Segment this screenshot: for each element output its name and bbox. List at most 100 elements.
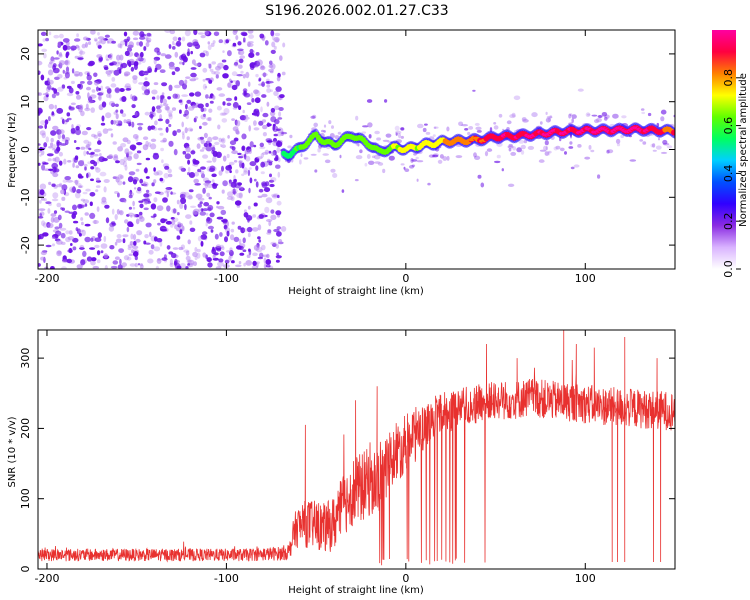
heatmap-cell xyxy=(237,48,244,52)
heatmap-cell xyxy=(235,120,241,127)
heatmap-cell xyxy=(255,181,259,188)
heatmap-cell xyxy=(238,160,243,163)
heatmap-cell xyxy=(83,163,88,167)
heatmap-cell xyxy=(200,35,206,39)
heatmap-cell xyxy=(201,173,205,179)
heatmap-cell xyxy=(185,255,191,261)
heatmap-cell xyxy=(172,130,177,137)
heatmap-cell xyxy=(237,225,242,230)
heatmap-cell xyxy=(98,95,102,101)
heatmap-cell xyxy=(207,225,214,230)
heatmap-cell xyxy=(132,206,136,210)
heatmap-cell xyxy=(180,165,184,172)
heatmap-cell xyxy=(206,117,211,121)
heatmap-cell xyxy=(97,130,102,138)
heatmap-cell xyxy=(90,159,96,165)
heatmap-cell xyxy=(134,262,138,268)
heatmap-cell xyxy=(199,201,203,205)
heatmap-cell xyxy=(231,150,239,155)
heatmap-cell xyxy=(48,168,54,171)
heatmap-cell xyxy=(364,162,368,167)
heatmap-cell xyxy=(87,92,90,99)
heatmap-cell xyxy=(190,205,197,208)
heatmap-cell xyxy=(186,136,190,141)
heatmap-cell xyxy=(570,133,572,139)
heatmap-cell xyxy=(40,120,47,126)
heatmap-cell xyxy=(209,100,214,104)
heatmap-cell xyxy=(187,239,191,245)
heatmap-cell xyxy=(411,159,418,162)
heatmap-cell xyxy=(584,156,591,160)
heatmap-cell xyxy=(512,146,516,151)
heatmap-cell xyxy=(40,149,45,156)
heatmap-cell xyxy=(238,160,242,164)
heatmap-cell xyxy=(546,115,553,119)
heatmap-cell xyxy=(84,203,88,207)
heatmap-cell xyxy=(145,222,152,228)
heatmap-cell xyxy=(231,118,236,121)
heatmap-cell xyxy=(161,82,168,87)
heatmap-cell xyxy=(159,69,166,73)
heatmap-cell xyxy=(51,147,56,151)
heatmap-cell xyxy=(236,192,243,198)
heatmap-cell xyxy=(211,173,217,178)
heatmap-cell xyxy=(153,246,161,252)
heatmap-cell xyxy=(100,91,105,95)
heatmap-cell xyxy=(97,32,100,36)
heatmap-cell xyxy=(217,62,224,69)
heatmap-cell xyxy=(415,156,419,160)
heatmap-cell xyxy=(169,258,173,266)
heatmap-cell xyxy=(215,266,222,269)
heatmap-cell xyxy=(142,144,149,151)
heatmap-cell xyxy=(323,124,327,128)
heatmap-cell xyxy=(270,49,276,55)
heatmap-cell xyxy=(246,102,252,105)
heatmap-cell xyxy=(138,211,143,216)
heatmap-cell xyxy=(245,260,252,266)
heatmap-cell xyxy=(122,137,129,143)
heatmap-cell xyxy=(114,191,119,194)
heatmap-cell xyxy=(220,209,227,215)
heatmap-cell xyxy=(523,139,528,144)
y-tick-label: 10 xyxy=(19,95,32,109)
heatmap-cell xyxy=(276,231,282,237)
heatmap-cell xyxy=(202,121,208,126)
heatmap-cell xyxy=(226,102,232,107)
heatmap-cell xyxy=(116,54,121,61)
heatmap-cell xyxy=(47,158,52,162)
heatmap-cell xyxy=(47,84,52,90)
heatmap-cell xyxy=(385,133,392,138)
heatmap-cell xyxy=(206,257,212,263)
heatmap-cell xyxy=(133,153,139,160)
heatmap-cell xyxy=(330,168,336,173)
heatmap-cell xyxy=(493,125,499,130)
heatmap-cell xyxy=(185,103,188,110)
heatmap-cell xyxy=(44,119,49,125)
heatmap-cell xyxy=(58,160,63,166)
heatmap-cell xyxy=(245,215,253,221)
heatmap-cell xyxy=(300,153,303,158)
heatmap-cell xyxy=(60,232,66,239)
heatmap-cell xyxy=(82,199,90,204)
heatmap-cell xyxy=(246,254,251,258)
heatmap-cell xyxy=(53,34,60,39)
heatmap-cell xyxy=(258,214,264,219)
heatmap-cell xyxy=(211,179,215,183)
heatmap-cell xyxy=(234,200,242,206)
heatmap-cell xyxy=(54,104,57,110)
heatmap-cell xyxy=(96,259,101,264)
heatmap-cell xyxy=(216,216,224,220)
heatmap-cell xyxy=(149,231,152,237)
heatmap-cell xyxy=(91,133,96,138)
heatmap-cell xyxy=(252,252,258,257)
heatmap-cell xyxy=(52,192,59,199)
heatmap-cell xyxy=(128,151,133,155)
heatmap-cell xyxy=(165,187,171,194)
heatmap-cell xyxy=(446,155,450,161)
heatmap-cell xyxy=(231,84,238,91)
heatmap-cell xyxy=(591,114,598,117)
heatmap-cell xyxy=(193,77,199,80)
heatmap-cell xyxy=(131,245,139,250)
heatmap-cell xyxy=(265,219,273,222)
heatmap-cell xyxy=(260,161,266,168)
